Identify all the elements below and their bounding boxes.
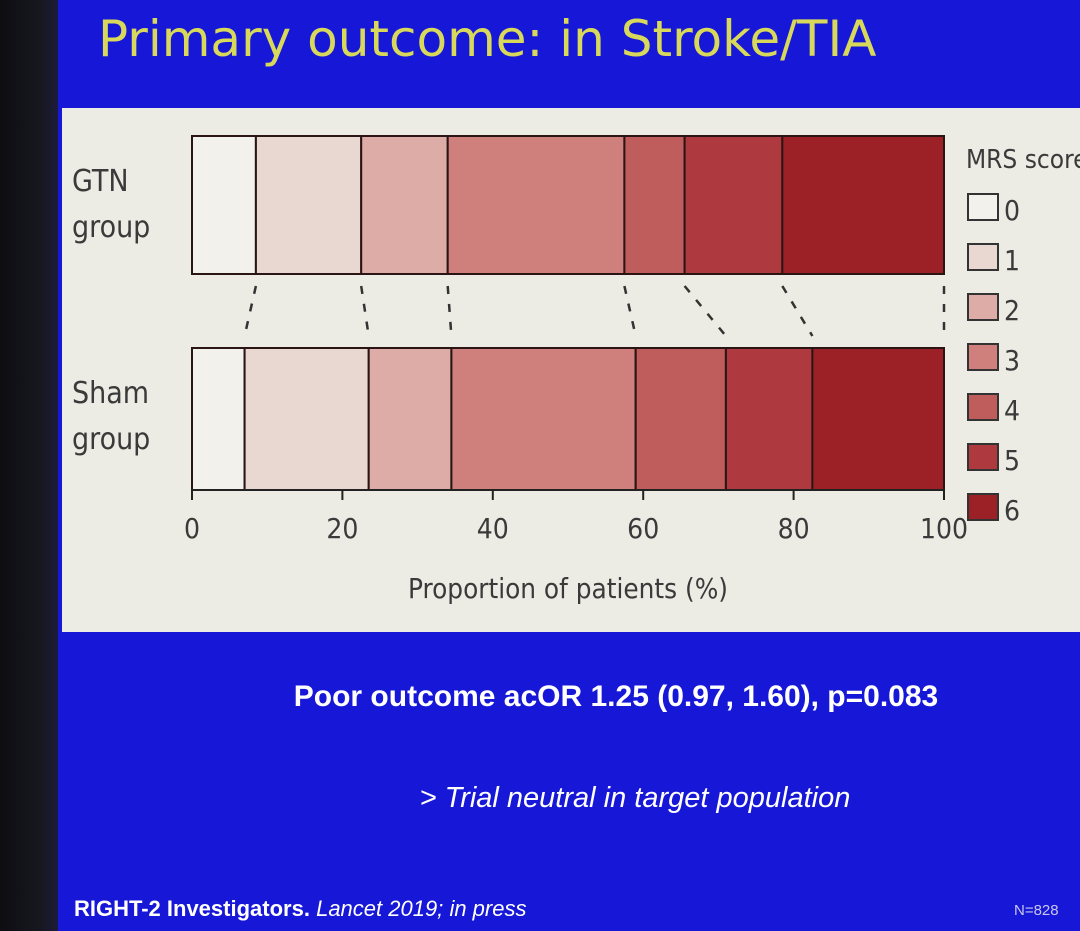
legend: MRS score 0 1 2 3 4 5 6: [966, 145, 1080, 527]
connector-line-4: [623, 285, 637, 337]
category-label-sham-line-1: Sham: [72, 376, 149, 411]
legend-swatch-mrs-3: [967, 343, 999, 371]
bar-segment-gtn-mrs-3: [446, 135, 626, 275]
x-tick-label-0: 0: [184, 512, 200, 545]
citation-authors: RIGHT-2 Investigators.: [74, 896, 310, 921]
bar-segment-sham-mrs-6: [811, 347, 946, 491]
connector-line-2: [359, 285, 370, 337]
legend-swatch-mrs-1: [967, 243, 999, 271]
connector-line-3: [446, 285, 453, 337]
projector-screen-edge: [0, 0, 58, 931]
category-labels-layer: GTN group Sham group: [72, 164, 150, 457]
sample-size: N=828: [1014, 902, 1059, 919]
bar-segment-sham-mrs-0: [191, 347, 246, 491]
legend-label-mrs-2: 2: [1004, 294, 1020, 327]
legend-swatch-mrs-5: [967, 443, 999, 471]
bar-segment-sham-mrs-1: [243, 347, 370, 491]
bar-segment-sham-mrs-4: [634, 347, 727, 491]
bar-segment-gtn-mrs-4: [623, 135, 686, 275]
connector-line-6: [781, 285, 814, 337]
slide-title: Primary outcome: in Stroke/TIA: [98, 10, 877, 68]
legend-swatch-mrs-6: [967, 493, 999, 521]
bar-segment-sham-mrs-2: [367, 347, 453, 491]
legend-swatch-mrs-4: [967, 393, 999, 421]
bars-layer: [191, 135, 946, 491]
legend-swatch-mrs-2: [967, 293, 999, 321]
x-axis: 0 20 40 60 80 100 Proportion of patients (%): [184, 489, 968, 605]
bar-segment-sham-mrs-5: [724, 347, 814, 491]
category-label-sham-line-2: group: [72, 422, 150, 457]
bar-segment-gtn-mrs-5: [683, 135, 784, 275]
legend-swatch-mrs-0: [967, 193, 999, 221]
connector-line-1: [243, 285, 258, 337]
legend-label-mrs-4: 4: [1004, 394, 1020, 427]
legend-label-mrs-6: 6: [1004, 494, 1020, 527]
citation: RIGHT-2 Investigators. Lancet 2019; in p…: [74, 896, 526, 922]
bar-segment-gtn-mrs-1: [254, 135, 363, 275]
citation-journal: Lancet 2019;: [316, 896, 444, 921]
legend-title: MRS score: [966, 145, 1080, 175]
legend-label-mrs-0: 0: [1004, 194, 1020, 227]
category-label-gtn-line-2: group: [72, 210, 150, 245]
bar-segment-gtn-mrs-6: [781, 135, 945, 275]
legend-label-mrs-3: 3: [1004, 344, 1020, 377]
result-statement: Poor outcome acOR 1.25 (0.97, 1.60), p=0…: [293, 680, 939, 713]
connector-line-5: [683, 285, 727, 337]
bar-segment-sham-mrs-3: [450, 347, 637, 491]
bar-segment-gtn-mrs-2: [360, 135, 449, 275]
conclusion-statement: > Trial neutral in target population: [419, 782, 851, 814]
x-tick-label-80: 80: [778, 512, 810, 545]
x-tick-label-20: 20: [326, 512, 358, 545]
x-tick-label-60: 60: [627, 512, 659, 545]
citation-status: in press: [449, 896, 527, 921]
x-tick-label-100: 100: [920, 512, 968, 545]
bar-segment-gtn-mrs-0: [191, 135, 257, 275]
legend-label-mrs-1: 1: [1004, 244, 1020, 277]
legend-label-mrs-5: 5: [1004, 444, 1020, 477]
connector-lines-layer: [243, 285, 946, 337]
x-tick-label-40: 40: [477, 512, 509, 545]
x-axis-title: Proportion of patients (%): [408, 572, 728, 605]
category-label-gtn-line-1: GTN: [72, 164, 129, 199]
